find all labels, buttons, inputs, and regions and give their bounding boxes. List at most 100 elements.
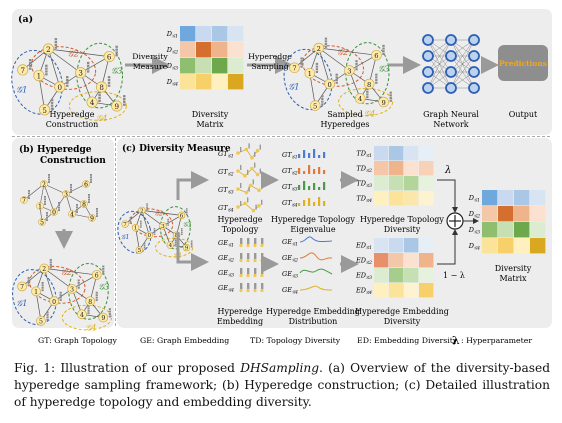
matrix-cell [419, 146, 434, 161]
embedding-distribution: GE𝒢1 GE𝒢2 GE𝒢3 GE𝒢4 [282, 236, 333, 296]
matrix-cell [482, 190, 498, 206]
node-label: 0 [58, 83, 63, 92]
hyperedge-embedding: GE𝒢1 GE𝒢2 GE𝒢3 GE𝒢4 [218, 238, 264, 294]
node-label: 6 [84, 181, 88, 188]
matrix-cell [374, 268, 389, 283]
node-feature [44, 196, 46, 198]
emb-node [253, 288, 257, 293]
matrix-cell [404, 268, 419, 283]
output-box [498, 45, 548, 81]
node-feature [335, 79, 338, 82]
matrix-cell [374, 238, 389, 253]
eig-bar [323, 152, 326, 158]
emb-node [260, 243, 264, 248]
graph-node [131, 224, 140, 232]
topo-feature [247, 197, 249, 203]
node-feature [143, 242, 146, 245]
topo-node [250, 166, 254, 171]
ge-label: GE𝒢2 [218, 254, 234, 264]
node-feature [58, 209, 60, 211]
eig-bar [303, 181, 306, 190]
graph-edge [141, 210, 182, 216]
node-feature [88, 194, 90, 196]
topo-feature [261, 184, 263, 190]
hyperedge-hull [154, 237, 194, 258]
hyperedge-topology: GT𝒢1 GT𝒢2 GT𝒢3 GT𝒢4 [218, 143, 263, 214]
node-feature [146, 203, 148, 205]
node-feature [95, 296, 98, 299]
eig-bar [308, 165, 311, 174]
nn-neuron [468, 34, 480, 46]
node-feature [48, 178, 50, 181]
graph-node [309, 100, 321, 111]
topo-node [243, 174, 247, 178]
emb-feature [261, 238, 264, 244]
node-feature [28, 61, 32, 65]
matrix-cell [419, 191, 434, 206]
graph-node [54, 81, 66, 93]
graph-edge [44, 268, 73, 290]
embedding-diversity-matrix: ED𝒢1 ED𝒢2 ED𝒢3 ED𝒢4 [355, 238, 434, 298]
diversity-measure-label: Diversity Measure [132, 52, 168, 71]
node-feature [167, 222, 169, 224]
node-feature [46, 216, 48, 219]
node-feature [185, 208, 188, 210]
emb-node [260, 288, 264, 293]
node-label: 3 [78, 69, 83, 78]
node-feature [167, 224, 169, 226]
node-feature [123, 97, 126, 101]
matrix-cell [374, 253, 389, 268]
panel-b-label: (b) Hyperedge Construction [19, 144, 106, 166]
gt-label: GT𝒢4 [218, 204, 234, 214]
dist-curve [299, 268, 333, 275]
nn-neuron [422, 50, 434, 62]
topo-feature [259, 168, 261, 174]
node-feature [48, 176, 50, 179]
node-feature [146, 205, 148, 207]
dist-label: GE𝒢4 [282, 286, 298, 296]
graph-edge [48, 48, 61, 88]
graph-node [103, 51, 115, 63]
node-feature [50, 104, 54, 107]
node-feature [98, 94, 101, 97]
matrix-cell [180, 42, 196, 58]
node-feature [46, 214, 48, 217]
nn-connection [427, 55, 452, 89]
legend-gt: GT: Graph Topology [38, 336, 118, 345]
topo-node [236, 169, 240, 173]
node-feature [59, 291, 62, 294]
topo-feature [240, 165, 242, 170]
node-feature [123, 100, 126, 103]
node-feature [335, 81, 338, 84]
emb-node [246, 258, 250, 263]
node-feature [28, 192, 30, 195]
graph-node [36, 202, 44, 210]
node-feature [107, 78, 111, 82]
graph-node [36, 316, 46, 326]
matrix-cell [389, 253, 404, 268]
node-feature [96, 215, 98, 217]
topo-feature [248, 143, 250, 149]
node-feature [190, 246, 193, 248]
matrix-cell [482, 206, 498, 222]
node-feature [96, 212, 98, 215]
eig-label: GT𝒢2 [282, 167, 298, 177]
node-label: 0 [147, 233, 151, 239]
node-feature [123, 95, 126, 98]
node-feature [77, 284, 80, 287]
graph-node [289, 62, 300, 74]
node-feature [355, 62, 358, 65]
emb-feature [247, 268, 250, 274]
node-label: 6 [180, 213, 184, 219]
node-label: 4 [70, 211, 74, 218]
hyperedge-label: 𝒢1 [16, 86, 27, 96]
topo-feature [254, 151, 256, 157]
node-feature [77, 279, 80, 282]
node-label: 6 [374, 52, 378, 60]
node-feature [96, 210, 98, 213]
node-feature [88, 196, 90, 199]
node-label: 2 [317, 45, 321, 53]
eig-bar [323, 182, 326, 190]
node-feature [49, 261, 52, 264]
eig-bar [303, 200, 306, 206]
